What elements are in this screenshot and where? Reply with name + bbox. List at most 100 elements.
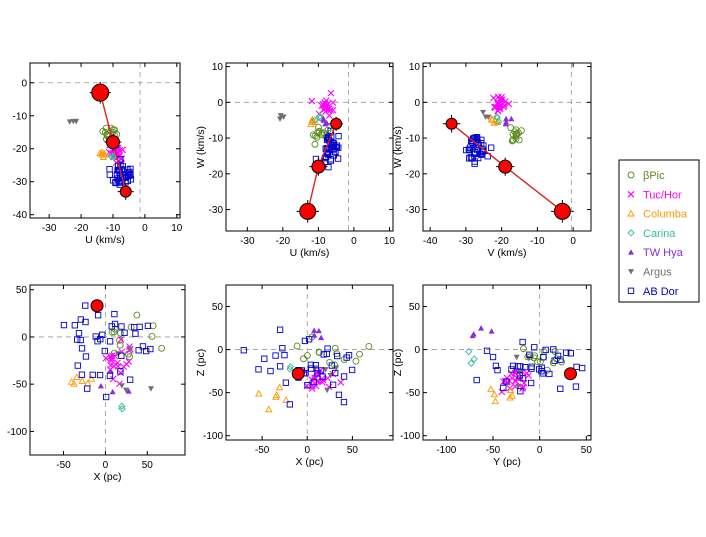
y-tick-label: 50 — [212, 302, 224, 313]
point-triangle-up — [99, 153, 108, 160]
y-tick-label: -40 — [13, 210, 28, 221]
highlight-point — [309, 157, 328, 176]
point-diamond — [316, 112, 324, 120]
point-triangle-down-filled — [485, 114, 492, 121]
x-axis-label: X (pc) — [295, 456, 323, 468]
point-square — [282, 379, 290, 386]
point-triangle-up — [70, 379, 78, 387]
point-triangle-up-filled — [97, 382, 104, 389]
point-circle — [111, 126, 118, 134]
point-square — [473, 134, 480, 141]
point-square — [510, 362, 517, 369]
point-square — [279, 345, 286, 352]
point-square — [103, 393, 110, 401]
y-tick-label: 10 — [409, 62, 421, 73]
point-square — [126, 376, 134, 383]
x-axis-label: X (pc) — [93, 471, 121, 483]
y-tick-label: -20 — [406, 169, 421, 180]
point-x — [327, 89, 335, 97]
point-square — [74, 362, 81, 369]
point-triangle-down-filled — [513, 354, 520, 361]
plot-frame — [225, 62, 394, 232]
point-square — [116, 181, 123, 188]
highlight-point — [496, 157, 515, 176]
point-triangle-up — [87, 374, 96, 382]
highlight-point — [104, 133, 122, 151]
point-circle — [326, 358, 334, 366]
point-square — [550, 346, 557, 353]
point-square — [131, 324, 138, 331]
y-axis-label: Z (pc) — [195, 349, 207, 376]
point-triangle-down-filled — [517, 369, 524, 375]
y-tick-label: -30 — [406, 205, 421, 216]
point-square — [139, 343, 147, 350]
point-square — [118, 352, 125, 359]
point-triangle-up — [490, 390, 499, 398]
point-circle — [133, 311, 141, 319]
point-square — [135, 347, 142, 354]
point-square — [106, 166, 113, 173]
highlight-marker — [90, 299, 104, 313]
point-square — [60, 321, 68, 329]
point-square — [340, 373, 348, 380]
point-square — [567, 350, 574, 357]
point-triangle-up-filled — [503, 115, 510, 122]
point-square — [517, 388, 524, 395]
highlight-marker — [498, 159, 513, 174]
highlight-point — [90, 299, 104, 313]
x-tick-label: -50 — [56, 460, 71, 471]
legend-marker — [627, 229, 635, 237]
point-triangle-down-filled — [480, 109, 487, 116]
panel-uw: -30 -20 -10 0 10 -30 -20 -10 0 10 U (km/s) W (km/s) — [195, 62, 395, 259]
y-tick-label: 0 — [21, 332, 27, 343]
data-points — [66, 118, 135, 188]
x-tick-label: 0 — [351, 236, 357, 247]
point-triangle-down-filled — [327, 372, 334, 379]
highlight-point — [442, 114, 461, 133]
point-square — [472, 149, 479, 156]
point-x — [502, 98, 509, 105]
point-square — [106, 372, 114, 380]
point-circle — [558, 358, 565, 366]
point-square — [557, 356, 564, 363]
point-x — [108, 352, 116, 360]
highlight-marker — [291, 367, 305, 381]
legend-item: Tuc/Hor — [627, 189, 682, 201]
highlight-point — [117, 183, 134, 200]
point-x — [508, 374, 516, 382]
point-diamond — [286, 363, 295, 371]
point-x — [337, 379, 345, 386]
point-square — [500, 384, 507, 392]
point-triangle-up — [506, 393, 514, 401]
point-circle — [520, 345, 527, 353]
point-square — [255, 366, 262, 373]
point-diamond — [110, 153, 118, 161]
x-tick-label: -30 — [42, 223, 57, 234]
highlight-point — [551, 200, 574, 223]
point-square — [121, 329, 128, 336]
x-tick-label: -50 — [486, 445, 501, 456]
legend-marker — [628, 269, 634, 275]
legend-marker — [627, 190, 635, 198]
y-tick-label: -30 — [209, 205, 224, 216]
panel-uv: -30 -20 -10 0 10 -40 -30 -20 -10 0 U (km/s) — [13, 62, 183, 246]
plot-frame — [225, 284, 394, 441]
point-triangle-up — [488, 116, 496, 123]
highlight-marker — [330, 117, 343, 130]
point-circle — [116, 341, 124, 349]
point-x — [102, 354, 110, 362]
y-tick-label: -10 — [406, 134, 421, 145]
point-triangle-up — [308, 115, 317, 123]
point-diamond — [118, 402, 126, 410]
point-x — [491, 104, 499, 112]
legend-item: Carina — [627, 228, 676, 240]
point-square — [332, 369, 339, 377]
point-square — [526, 351, 533, 358]
x-tick-label: -50 — [255, 445, 270, 456]
x-tick-label: 50 — [142, 460, 154, 471]
point-square — [345, 352, 353, 359]
point-x — [498, 388, 506, 396]
point-square — [467, 154, 474, 161]
data-points — [240, 326, 373, 413]
highlight-point — [291, 367, 305, 381]
